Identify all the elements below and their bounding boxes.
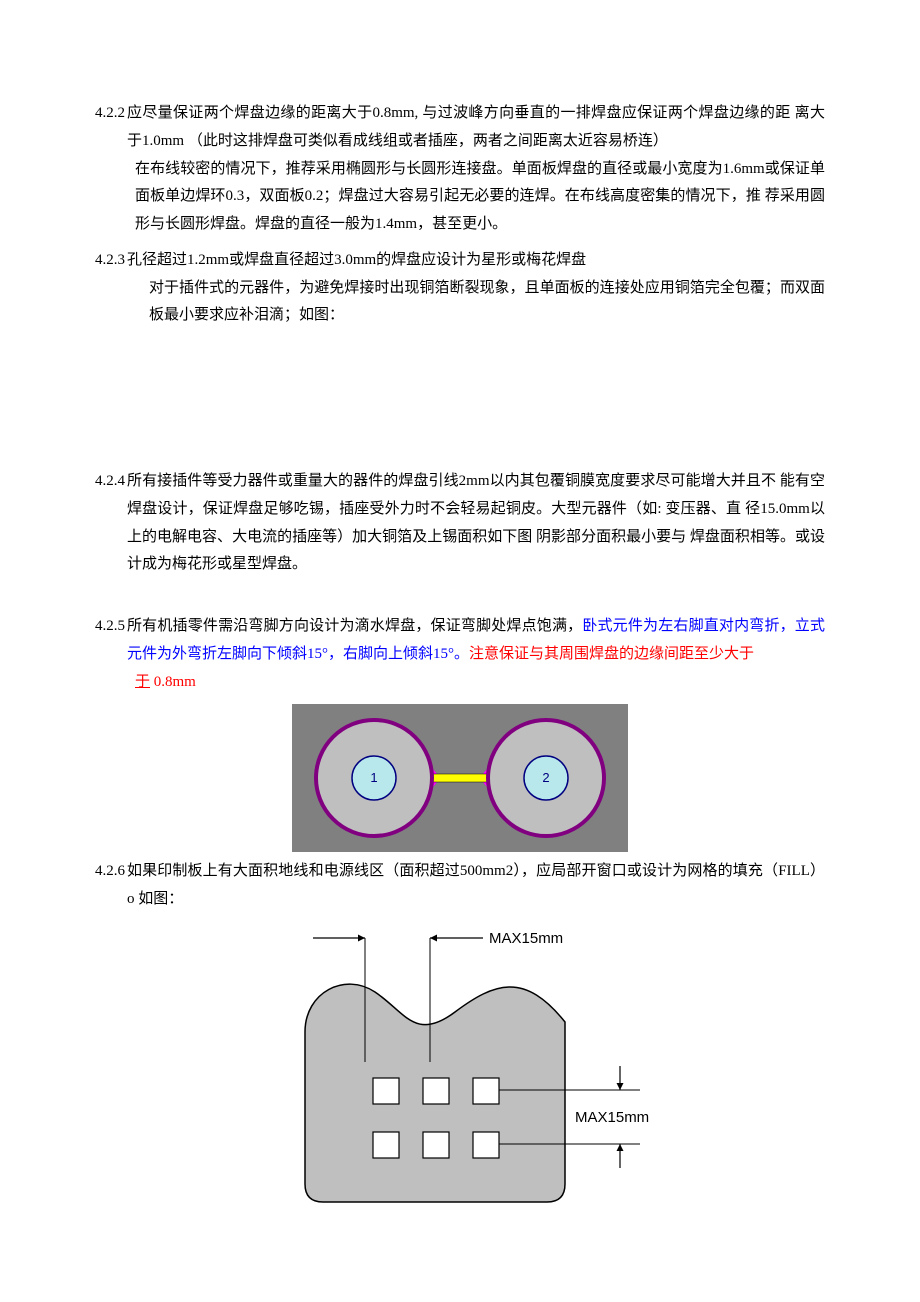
section-4-2-2: 4.2.2 应尽量保证两个焊盘边缘的距离大于0.8mm, 与过波峰方向垂直的一排… [95, 100, 825, 239]
section-4-2-3: 4.2.3 孔径超过1.2mm或焊盘直径超过3.0mm的焊盘应设计为星形或梅花焊… [95, 247, 825, 330]
figure-placeholder-gap [95, 338, 825, 468]
section-number: 4.2.5 [95, 613, 125, 641]
svg-text:MAX15mm: MAX15mm [489, 930, 563, 947]
section-body: 所有机插零件需沿弯脚方向设计为滴水焊盘，保证弯脚处焊点饱满，卧式元件为左右脚直对… [127, 613, 825, 669]
section-number: 4.2.4 [95, 468, 125, 496]
svg-text:1: 1 [370, 770, 377, 785]
copper-window-diagram: MAX15mm MAX15mm [265, 922, 655, 1212]
section-4-2-4: 4.2.4 所有接插件等受力器件或重量大的器件的焊盘引线2mm以内其包覆铜膜宽度… [95, 468, 825, 579]
section-body-2: 在布线较密的情况下，推荐采用椭圆形与长圆形连接盘。单面板焊盘的直径或最小宽度为1… [135, 156, 825, 239]
section-body-2: 于 0.8mm [135, 669, 825, 697]
section-title: 孔径超过1.2mm或焊盘直径超过3.0mm的焊盘应设计为星形或梅花焊盘 [127, 247, 825, 275]
section-body: 如果印制板上有大面积地线和电源线区（面积超过500mm2），应局部开窗口或设计为… [127, 858, 825, 914]
red-underline-prefix: 于 [135, 674, 150, 690]
section-4-2-5: 4.2.5 所有机插零件需沿弯脚方向设计为滴水焊盘，保证弯脚处焊点饱满，卧式元件… [95, 613, 825, 696]
figure-4-2-5: 12 [95, 704, 825, 852]
svg-text:MAX15mm: MAX15mm [575, 1109, 649, 1126]
teardrop-pad-diagram: 12 [292, 704, 628, 852]
section-body: 所有接插件等受力器件或重量大的器件的焊盘引线2mm以内其包覆铜膜宽度要求尽可能增… [127, 468, 825, 579]
figure-4-2-6: MAX15mm MAX15mm [95, 922, 825, 1212]
document-page: 4.2.2 应尽量保证两个焊盘边缘的距离大于0.8mm, 与过波峰方向垂直的一排… [0, 0, 920, 1258]
text-black: 所有机插零件需沿弯脚方向设计为滴水焊盘，保证弯脚处焊点饱满， [127, 618, 582, 634]
paragraph-gap [95, 587, 825, 613]
text-red: 注意保证与其周围焊盘的边缘间距至少大于 [469, 646, 754, 662]
section-number: 4.2.6 [95, 858, 125, 886]
section-body: 应尽量保证两个焊盘边缘的距离大于0.8mm, 与过波峰方向垂直的一排焊盘应保证两… [127, 100, 825, 156]
red-value: 0.8mm [150, 674, 196, 690]
svg-text:2: 2 [542, 770, 549, 785]
section-4-2-6: 4.2.6 如果印制板上有大面积地线和电源线区（面积超过500mm2），应局部开… [95, 858, 825, 914]
section-body: 对于插件式的元器件，为避免焊接时出现铜箔断裂现象，且单面板的连接处应用铜箔完全包… [149, 275, 825, 331]
text-red-2: 于 0.8mm [135, 674, 196, 690]
section-number: 4.2.3 [95, 247, 125, 275]
section-number: 4.2.2 [95, 100, 125, 128]
